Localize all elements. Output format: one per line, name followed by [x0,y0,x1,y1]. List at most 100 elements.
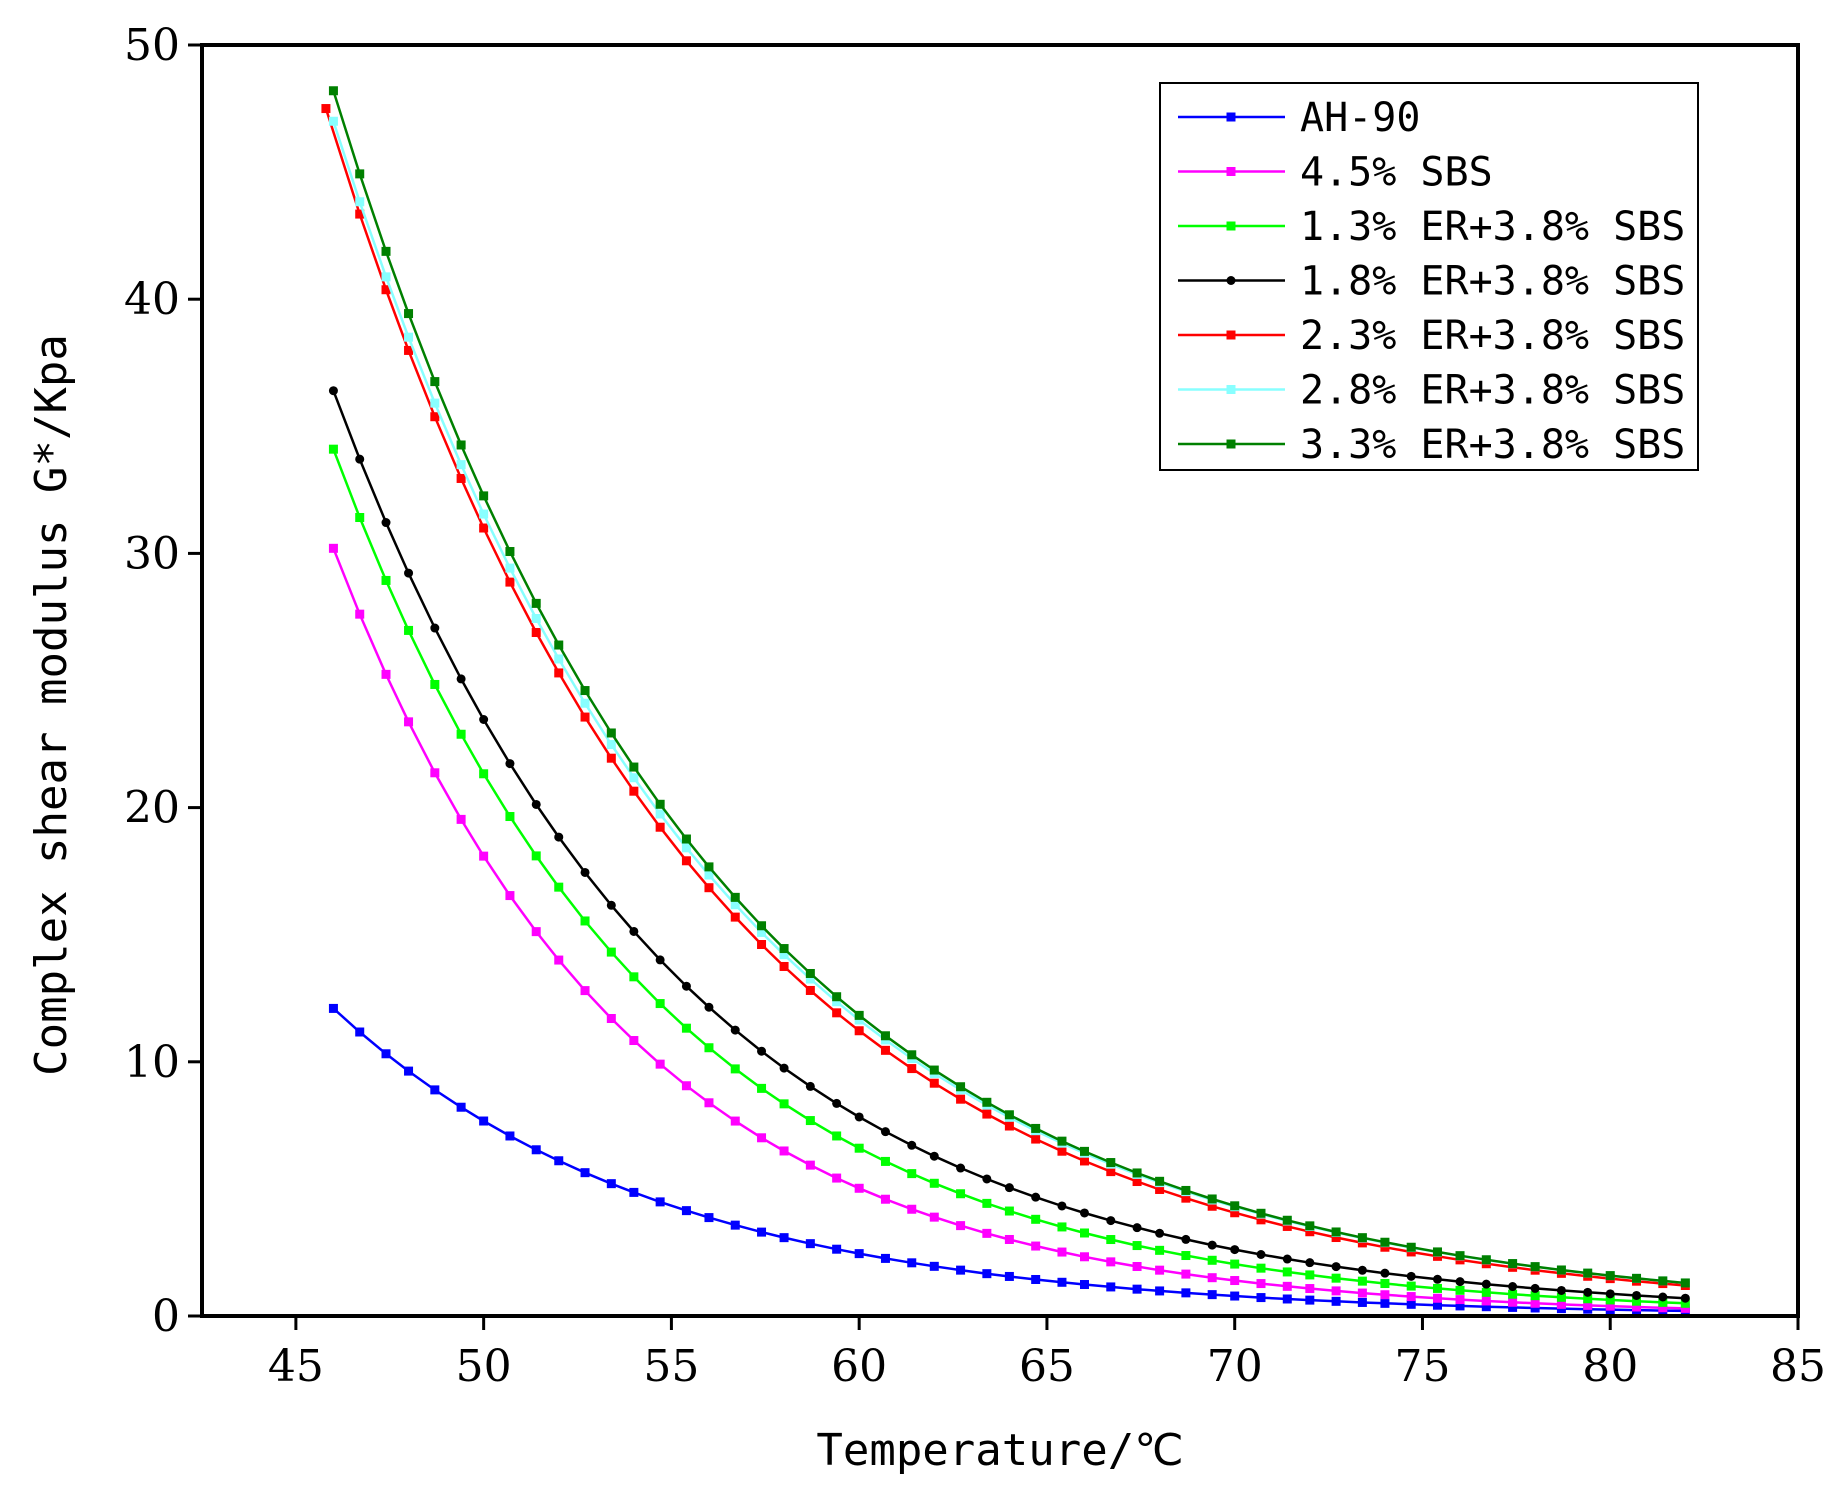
data-point [704,1213,714,1223]
data-point [1004,1271,1014,1281]
data-point [1057,1277,1067,1287]
data-point [832,1173,842,1183]
y-ticks: 0 10 20 30 40 50 [124,20,202,1342]
data-point [880,1127,890,1137]
data-point [629,773,639,783]
data-point [1455,1251,1465,1261]
data-point [1031,1214,1041,1224]
data-point [1230,1291,1240,1301]
data-point [1658,1276,1668,1286]
data-point [1106,1235,1116,1245]
data-point [1380,1268,1390,1278]
data-point [730,1064,740,1074]
legend-item: AH-90 [1178,95,1420,141]
data-point [1583,1268,1593,1278]
data-point [1530,1291,1540,1301]
series-3 [328,386,1690,1303]
data-point [1057,1222,1067,1232]
data-point [606,728,616,738]
data-point [1632,1302,1642,1312]
data-point [531,1145,541,1155]
data-point [956,1265,966,1275]
data-point [929,1078,939,1088]
data-point [606,1179,616,1189]
data-point [1181,1234,1191,1244]
data-point [629,1036,639,1046]
data-point [956,1094,966,1104]
data-point [554,1156,564,1166]
data-point [381,246,391,256]
data-point [1282,1267,1292,1277]
data-point [1132,1168,1142,1178]
data-point [404,717,414,727]
data-point [681,1023,691,1033]
data-point [505,577,515,587]
series-0 [328,1003,1690,1316]
data-point [1106,1257,1116,1267]
data-point [1079,1146,1089,1156]
data-point [479,509,489,519]
data-point [1357,1288,1367,1298]
legend-item: 1.3% ER+3.8% SBS [1178,204,1685,250]
data-point [1481,1255,1491,1265]
data-point [779,944,789,954]
data-point [1181,1288,1191,1298]
data-point [1658,1292,1668,1302]
data-point [730,900,740,910]
data-point [1605,1289,1615,1299]
data-point [1357,1297,1367,1307]
data-point [1207,1201,1217,1211]
data-point [854,1143,864,1153]
data-point [779,961,789,971]
data-point [505,759,515,769]
data-point [1031,1241,1041,1251]
data-point [757,927,767,937]
data-point [328,116,338,126]
data-point [805,1160,815,1170]
data-point [580,867,590,877]
data-point [1481,1279,1491,1289]
data-point [1380,1279,1390,1289]
series-line [332,390,1686,1300]
data-point [730,1220,740,1230]
data-point [381,272,391,282]
data-point [757,921,767,931]
data-point [1605,1295,1615,1305]
y-tick-label: 50 [124,20,180,71]
data-point [430,377,440,387]
data-point [1432,1274,1442,1284]
series-6 [328,86,1690,1288]
data-point [1155,1228,1165,1238]
data-point [554,668,564,678]
legend-label: 1.8% ER+3.8% SBS [1300,259,1685,305]
data-point [1380,1237,1390,1247]
data-point [929,1261,939,1271]
data-point [907,1169,917,1179]
data-point [1207,1240,1217,1250]
x-tick-label: 75 [1394,1341,1450,1392]
data-point [404,309,414,319]
data-point [779,1063,789,1073]
data-point [1331,1286,1341,1296]
data-point [704,883,714,893]
data-point [328,1003,338,1013]
data-point [1680,1298,1690,1308]
legend-label: AH-90 [1300,95,1420,141]
legend-item: 2.3% ER+3.8% SBS [1178,313,1685,359]
data-point [1305,1221,1315,1231]
data-point [1256,1279,1266,1289]
legend-label: 4.5% SBS [1300,150,1493,196]
data-point [1632,1290,1642,1300]
y-tick-label: 20 [124,783,180,834]
x-tick-label: 80 [1582,1341,1638,1392]
data-point [1282,1294,1292,1304]
data-point [456,729,466,739]
data-point [757,1227,767,1237]
data-point [505,563,515,573]
legend-box [1159,82,1699,471]
data-point [580,986,590,996]
data-point [1057,1201,1067,1211]
data-point [381,285,391,295]
data-point [704,1098,714,1108]
legend-label: 2.3% ER+3.8% SBS [1300,313,1685,359]
